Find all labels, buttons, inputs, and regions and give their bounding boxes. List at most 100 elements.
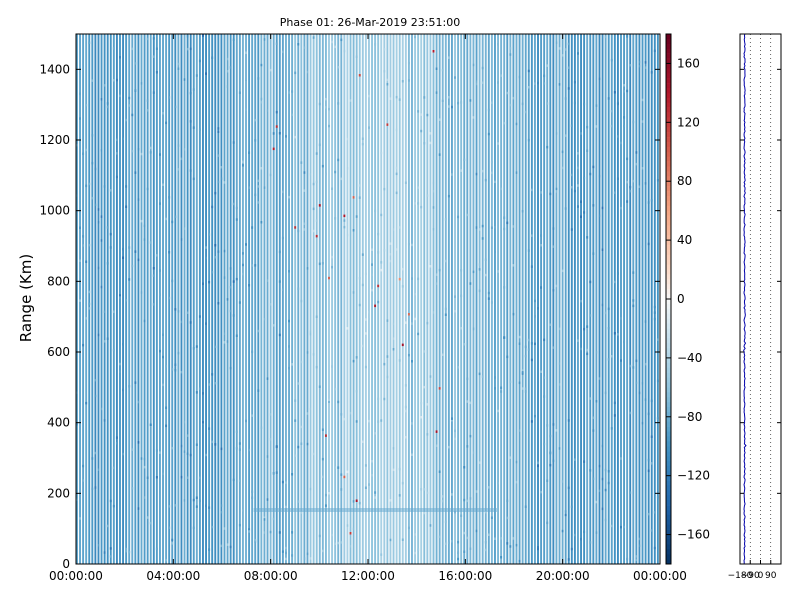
heatmap-cell xyxy=(137,148,140,151)
heatmap-column xyxy=(165,34,168,564)
heatmap-cell xyxy=(306,267,309,270)
heatmap-cell xyxy=(328,400,330,403)
heatmap-cell xyxy=(334,217,337,220)
heatmap-cell xyxy=(257,77,260,80)
heatmap-column xyxy=(232,34,235,564)
heatmap-cell xyxy=(266,455,269,458)
heatmap-cell xyxy=(533,342,536,346)
heatmap-column xyxy=(537,34,539,564)
heatmap-cell xyxy=(558,447,561,450)
heatmap-column xyxy=(564,34,567,564)
heatmap-cell xyxy=(189,120,192,123)
heatmap-cell xyxy=(103,185,106,188)
heatmap-cell xyxy=(309,557,312,560)
heatmap-cell xyxy=(586,352,589,356)
heatmap-cell xyxy=(475,226,478,229)
heatmap-cell xyxy=(192,126,195,129)
colorbar-segment xyxy=(666,117,671,123)
heatmap-cell xyxy=(291,363,294,366)
heatmap-cell xyxy=(407,313,410,316)
heatmap-cell xyxy=(653,49,656,53)
heatmap-column xyxy=(275,34,278,564)
colorbar-segment xyxy=(666,436,671,442)
colorbar-segment xyxy=(666,107,671,113)
heatmap-column xyxy=(343,34,346,564)
heatmap-cell xyxy=(407,242,410,246)
heatmap-cell xyxy=(355,55,358,58)
heatmap-cell xyxy=(334,542,337,545)
heatmap-cell xyxy=(128,385,131,388)
heatmap-cell xyxy=(604,488,607,492)
heatmap-cell xyxy=(524,390,527,393)
heatmap-cell xyxy=(226,57,229,61)
heatmap-cell xyxy=(343,49,346,53)
heatmap-cell xyxy=(241,160,244,163)
heatmap-column xyxy=(112,34,115,564)
heatmap-cell xyxy=(349,411,352,415)
heatmap-cell xyxy=(97,208,100,211)
heatmap-cell xyxy=(626,35,629,38)
heatmap-cell xyxy=(205,246,207,249)
heatmap-cell xyxy=(383,48,386,51)
heatmap-column xyxy=(269,34,272,564)
heatmap-cell xyxy=(377,251,380,254)
heatmap-cell xyxy=(263,516,266,519)
heatmap-cell xyxy=(570,124,573,127)
heatmap-cell xyxy=(171,220,174,224)
colorbar-segment xyxy=(666,186,671,192)
heatmap-cell xyxy=(414,317,417,321)
heatmap-cell xyxy=(650,462,653,465)
heatmap-cell xyxy=(494,537,496,540)
heatmap-cell xyxy=(641,245,644,249)
colorbar-segment xyxy=(666,294,671,300)
heatmap-cell xyxy=(463,498,466,502)
heatmap-cell xyxy=(340,473,343,476)
heatmap-cell xyxy=(613,332,616,335)
colorbar-segment xyxy=(666,112,671,118)
heatmap-cell xyxy=(447,445,450,449)
heatmap-cell xyxy=(414,533,417,536)
heatmap-cell xyxy=(580,347,582,351)
heatmap-cell xyxy=(254,193,257,197)
heatmap-cell xyxy=(429,524,432,527)
heatmap-cell xyxy=(238,523,241,527)
heatmap-cell xyxy=(312,353,315,356)
heatmap-column xyxy=(340,34,343,564)
heatmap-cell xyxy=(324,504,327,507)
heatmap-cell xyxy=(198,315,201,318)
heatmap-cell xyxy=(217,130,220,133)
heatmap-cell xyxy=(340,541,343,544)
heatmap-cell xyxy=(352,500,355,503)
y-tick-label: 800 xyxy=(47,274,70,288)
heatmap-cell xyxy=(223,181,226,184)
heatmap-column xyxy=(285,34,287,564)
x-tick-label: 08:00:00 xyxy=(244,569,298,583)
heatmap-cell xyxy=(435,91,438,94)
heatmap-cell xyxy=(377,232,380,236)
heatmap-cell xyxy=(487,291,490,295)
heatmap-column xyxy=(109,34,112,564)
heatmap-cell xyxy=(208,383,211,386)
heatmap-cell xyxy=(589,541,592,544)
heatmap-column xyxy=(352,34,355,564)
heatmap-cell xyxy=(441,99,444,103)
heatmap-cell xyxy=(540,370,543,373)
heatmap-cell xyxy=(174,369,177,372)
heatmap-cell xyxy=(656,179,659,182)
heatmap-cell xyxy=(328,398,330,402)
heatmap-cell xyxy=(580,537,582,541)
heatmap-cell xyxy=(635,359,638,363)
heatmap-cell xyxy=(386,78,389,82)
heatmap-cell xyxy=(285,135,287,138)
heatmap-cell xyxy=(616,102,619,106)
heatmap-cell xyxy=(211,373,214,376)
heatmap-cell xyxy=(577,166,579,170)
heatmap-cell xyxy=(229,545,232,549)
heatmap-cell xyxy=(543,442,546,446)
heatmap-column xyxy=(146,34,149,564)
heatmap-cell xyxy=(475,490,478,493)
heatmap-cell xyxy=(309,487,312,491)
heatmap-cell xyxy=(174,504,177,507)
heatmap-column xyxy=(162,34,164,564)
heatmap-column xyxy=(478,34,481,564)
